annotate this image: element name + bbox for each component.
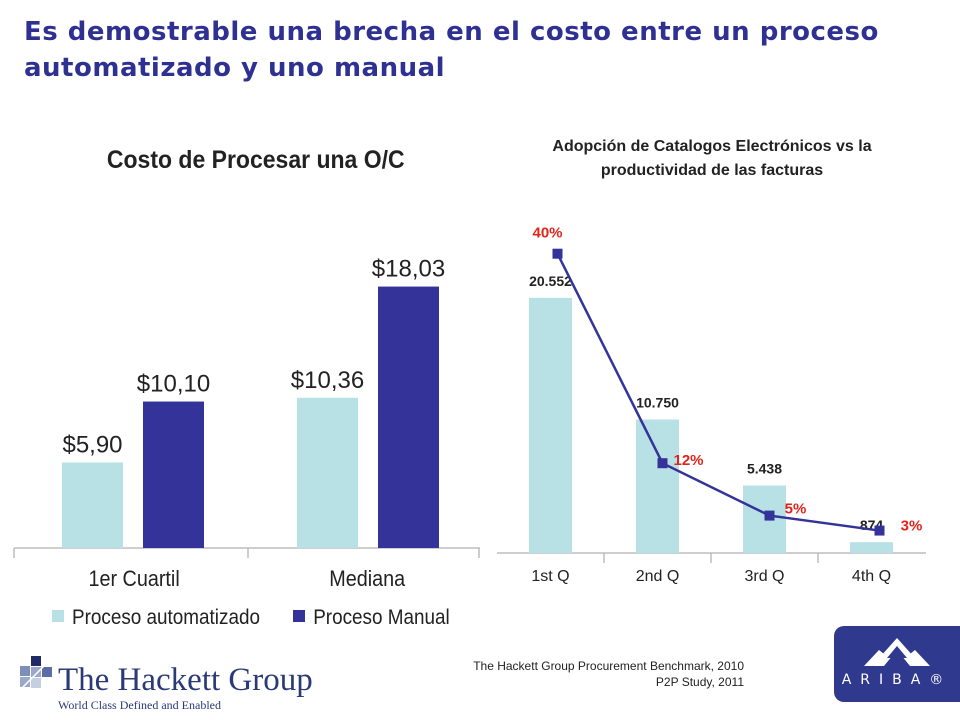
line-value-label: 40% — [532, 225, 562, 242]
hackett-logo-icon — [20, 656, 53, 690]
ariba-mark-icon — [864, 638, 930, 666]
legend-swatch-automated — [52, 610, 64, 622]
category-label-1: 1er Cuartil — [88, 567, 179, 591]
hackett-logo-tagline: World Class Defined and Enabled — [58, 698, 221, 712]
category-label-2: Mediana — [329, 567, 405, 591]
bar-manual-1 — [143, 401, 204, 548]
line-value-label: 12% — [673, 452, 703, 469]
bar-manual-2 — [378, 286, 439, 548]
cost-per-po-chart: Costo de Procesar una O/C $5,90 $10,36 $10… — [13, 146, 480, 629]
line-marker-3 — [764, 510, 775, 521]
catalog-adoption-chart: Adopción de Catalogos Electrónicos vs la… — [497, 138, 926, 585]
chart-title: Costo de Procesar una O/C — [107, 146, 405, 174]
page-title: Es demostrable una brecha en el costo en… — [24, 17, 879, 83]
category-label-1: 1st Q — [531, 568, 569, 585]
bar-invoices-4 — [850, 542, 893, 553]
chart-title-line2: productividad de las facturas — [601, 162, 823, 179]
category-label-4: 4th Q — [852, 568, 891, 585]
bar-automated-2 — [297, 397, 358, 548]
bar-value-label: 10.750 — [636, 395, 679, 411]
chart-title-line1: Adopción de Catalogos Electrónicos vs la — [552, 138, 871, 155]
bar-value-label: $10,10 — [137, 371, 210, 398]
ariba-logo-wordmark: ARIBA® — [841, 672, 953, 688]
adoption-line — [556, 253, 880, 532]
line-marker-4 — [874, 525, 885, 536]
hackett-logo-name: The Hackett Group — [58, 662, 313, 698]
legend-swatch-manual — [293, 610, 305, 622]
bar-value-label: $18,03 — [372, 256, 445, 283]
bar-value-label: $10,36 — [291, 367, 364, 394]
source-line-1: The Hackett Group Procurement Benchmark,… — [473, 659, 744, 673]
bar-invoices-2 — [636, 419, 679, 553]
bar-value-label: $5,90 — [62, 431, 122, 458]
bar-value-label: 5.438 — [747, 460, 782, 476]
line-value-label: 3% — [901, 518, 923, 535]
bar-value-label: 20.552 — [529, 273, 572, 289]
ariba-logo: ARIBA® — [834, 626, 960, 702]
category-label-2: 2nd Q — [636, 568, 680, 585]
category-label-3: 3rd Q — [744, 568, 784, 585]
line-value-label: 5% — [785, 501, 807, 518]
bar-automated-1 — [62, 462, 123, 548]
source-note: The Hackett Group Procurement Benchmark,… — [473, 658, 744, 690]
legend-label-manual: Proceso Manual — [313, 606, 450, 629]
line-marker-1 — [552, 248, 563, 259]
legend-label-automated: Proceso automatizado — [72, 606, 260, 629]
line-marker-2 — [657, 458, 668, 469]
bar-invoices-1 — [529, 297, 572, 553]
source-line-2: P2P Study, 2011 — [655, 675, 744, 689]
